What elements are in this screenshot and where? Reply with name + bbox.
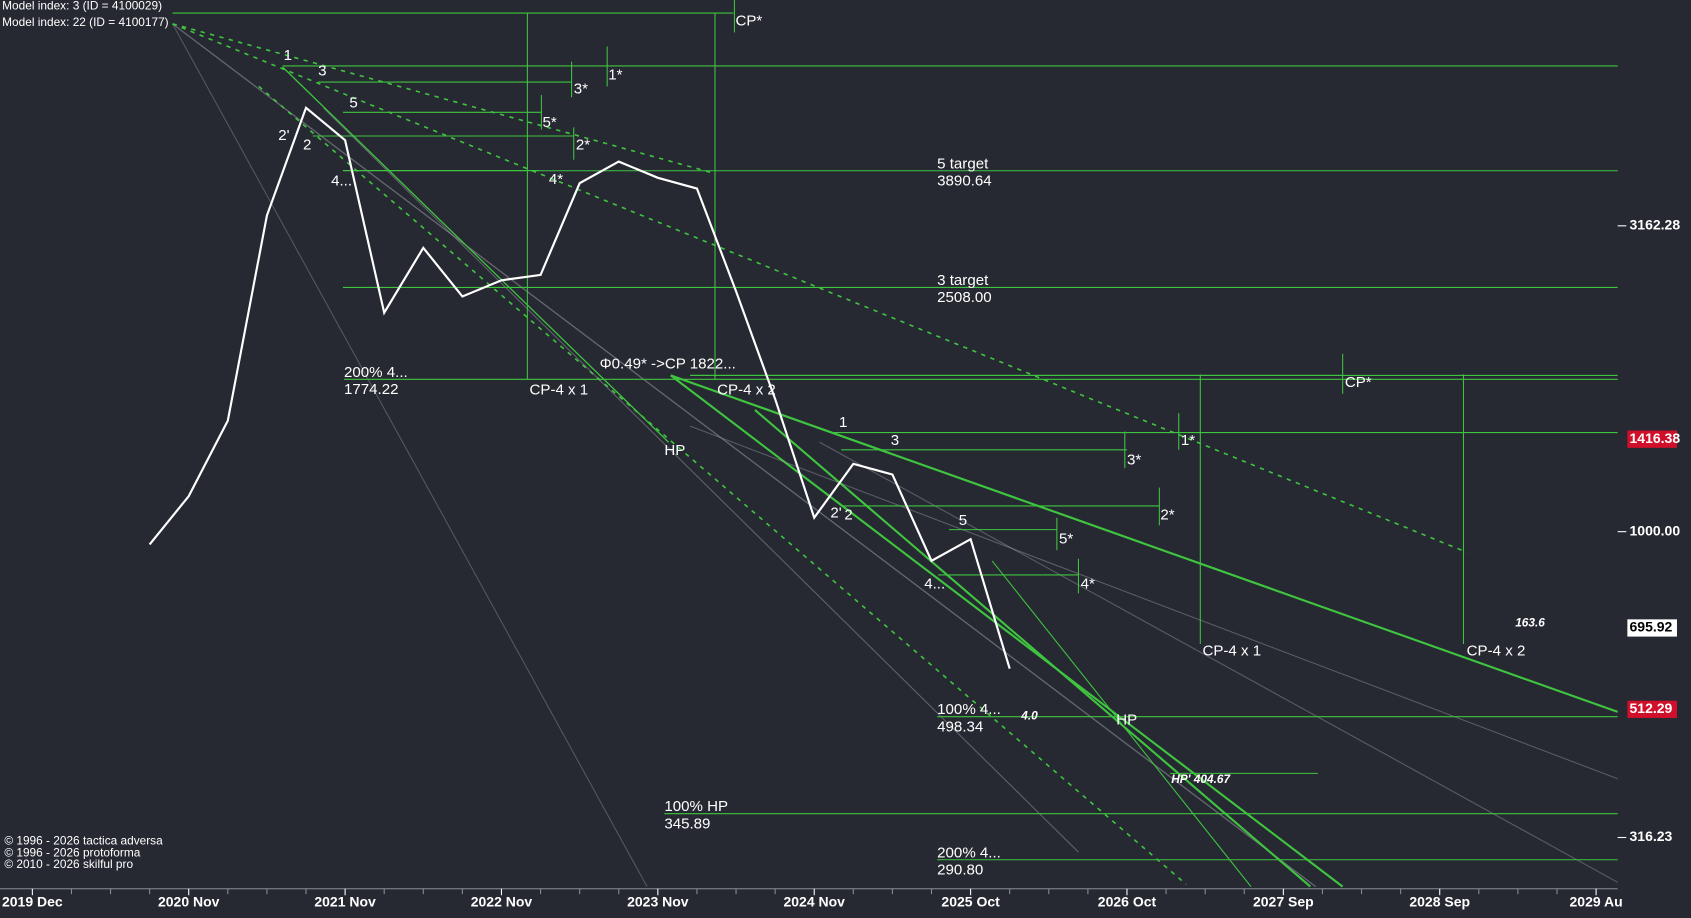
- wave-label: 2*: [1160, 507, 1174, 524]
- wave-label: 2*: [576, 137, 590, 154]
- price-label-box: [1627, 619, 1677, 637]
- trendline: [819, 441, 1618, 883]
- copyright: © 2010 - 2026 skilful pro: [4, 857, 133, 871]
- price-label: 695.92: [1630, 619, 1673, 635]
- x-tick-label: 2027 Sep: [1253, 893, 1314, 909]
- wave-label: 5: [959, 512, 967, 529]
- wave-label: 1*: [608, 67, 622, 84]
- wave-label: 1*: [1181, 432, 1195, 449]
- wave-label: 4.0: [1020, 708, 1038, 722]
- wave-label: 5*: [1059, 530, 1073, 547]
- wave-label: 2': [278, 127, 289, 144]
- wave-label: 5*: [542, 114, 556, 131]
- price-label: 512.29: [1630, 700, 1673, 716]
- level-value: 2508.00: [937, 289, 992, 306]
- wave-label: 1: [284, 47, 292, 64]
- wave-label: CP-4 x 1: [530, 382, 589, 399]
- x-tick-label: 2024 Nov: [783, 893, 845, 909]
- price-label-box: [1627, 430, 1677, 448]
- price-label-box: [1627, 700, 1677, 718]
- trendline: [670, 374, 1619, 713]
- x-tick-label: 2026 Oct: [1098, 893, 1157, 909]
- x-tick-label: 2021 Nov: [314, 893, 376, 909]
- level-value: 290.80: [937, 862, 983, 879]
- wave-label: 1: [839, 414, 847, 431]
- trendline: [670, 374, 1344, 888]
- wave-label: 4*: [549, 171, 563, 188]
- wave-label: 4...: [924, 576, 945, 593]
- level-name: 200% 4...: [937, 844, 1001, 861]
- header-line: Model index: 22 (ID = 4100177): [2, 15, 169, 29]
- wave-label: 3: [891, 432, 899, 449]
- y-tick-label: 316.23: [1630, 828, 1673, 844]
- wave-label: CP-4 x 2: [1467, 642, 1526, 659]
- x-tick-label: 2023 Nov: [627, 893, 689, 909]
- wave-label: 3: [318, 62, 326, 79]
- copyright: © 1996 - 2026 tactica adversa: [4, 833, 163, 847]
- level-value: 345.89: [664, 815, 710, 832]
- x-tick-label: 2022 Nov: [471, 893, 533, 909]
- x-tick-label: 2028 Sep: [1409, 893, 1470, 909]
- wave-label: Φ0.49* ->CP 1822...: [600, 356, 736, 373]
- trendline: [323, 107, 1079, 853]
- level-name: 200% 4...: [344, 364, 408, 381]
- header-line: Model index: 3 (ID = 4100029): [2, 0, 162, 13]
- level-value: 1774.22: [344, 381, 399, 398]
- x-tick-label: 2019 Dec: [2, 893, 63, 909]
- wave-label: 3*: [574, 81, 588, 98]
- level-value: 3890.64: [937, 173, 992, 190]
- trendline: [258, 85, 1187, 886]
- price-line: [148, 105, 1011, 670]
- wave-label: HP: [1116, 712, 1137, 729]
- wave-label: 2: [844, 507, 852, 524]
- price-label: 1416.38: [1630, 430, 1681, 446]
- trendline: [991, 560, 1252, 887]
- trendline: [172, 23, 712, 174]
- y-tick-label: 3162.28: [1630, 217, 1681, 233]
- y-tick-label: 1000.00: [1630, 522, 1681, 538]
- wave-label: 2: [303, 137, 311, 154]
- wave-label: 163.6: [1515, 616, 1545, 630]
- trendline: [690, 425, 1618, 780]
- wave-label: 3*: [1127, 452, 1141, 469]
- trendline: [172, 23, 648, 887]
- trendline: [754, 409, 1312, 888]
- level-name: 100% HP: [664, 798, 728, 815]
- wave-label: 4...: [331, 172, 352, 189]
- wave-label: 4*: [1081, 576, 1095, 593]
- wave-label: CP-4 x 2: [717, 382, 776, 399]
- wave-label: HP' 404.67: [1171, 772, 1231, 786]
- wave-label: HP: [664, 442, 685, 459]
- level-name: 100% 4...: [937, 701, 1001, 718]
- wave-label: 5: [349, 95, 357, 112]
- x-tick-label: 2020 Nov: [158, 893, 220, 909]
- level-value: 498.34: [937, 718, 983, 735]
- wave-label: CP-4 x 1: [1202, 642, 1261, 659]
- trendline: [172, 23, 1317, 888]
- wave-label: 2': [830, 504, 841, 521]
- x-tick-label: 2029 Au: [1570, 893, 1623, 909]
- x-tick-label: 2025 Oct: [941, 893, 1000, 909]
- wave-label: CP*: [735, 13, 762, 30]
- level-name: 5 target: [937, 155, 989, 172]
- copyright: © 1996 - 2026 protoforma: [4, 845, 140, 859]
- wave-label: CP*: [1345, 374, 1372, 391]
- level-name: 3 target: [937, 272, 989, 289]
